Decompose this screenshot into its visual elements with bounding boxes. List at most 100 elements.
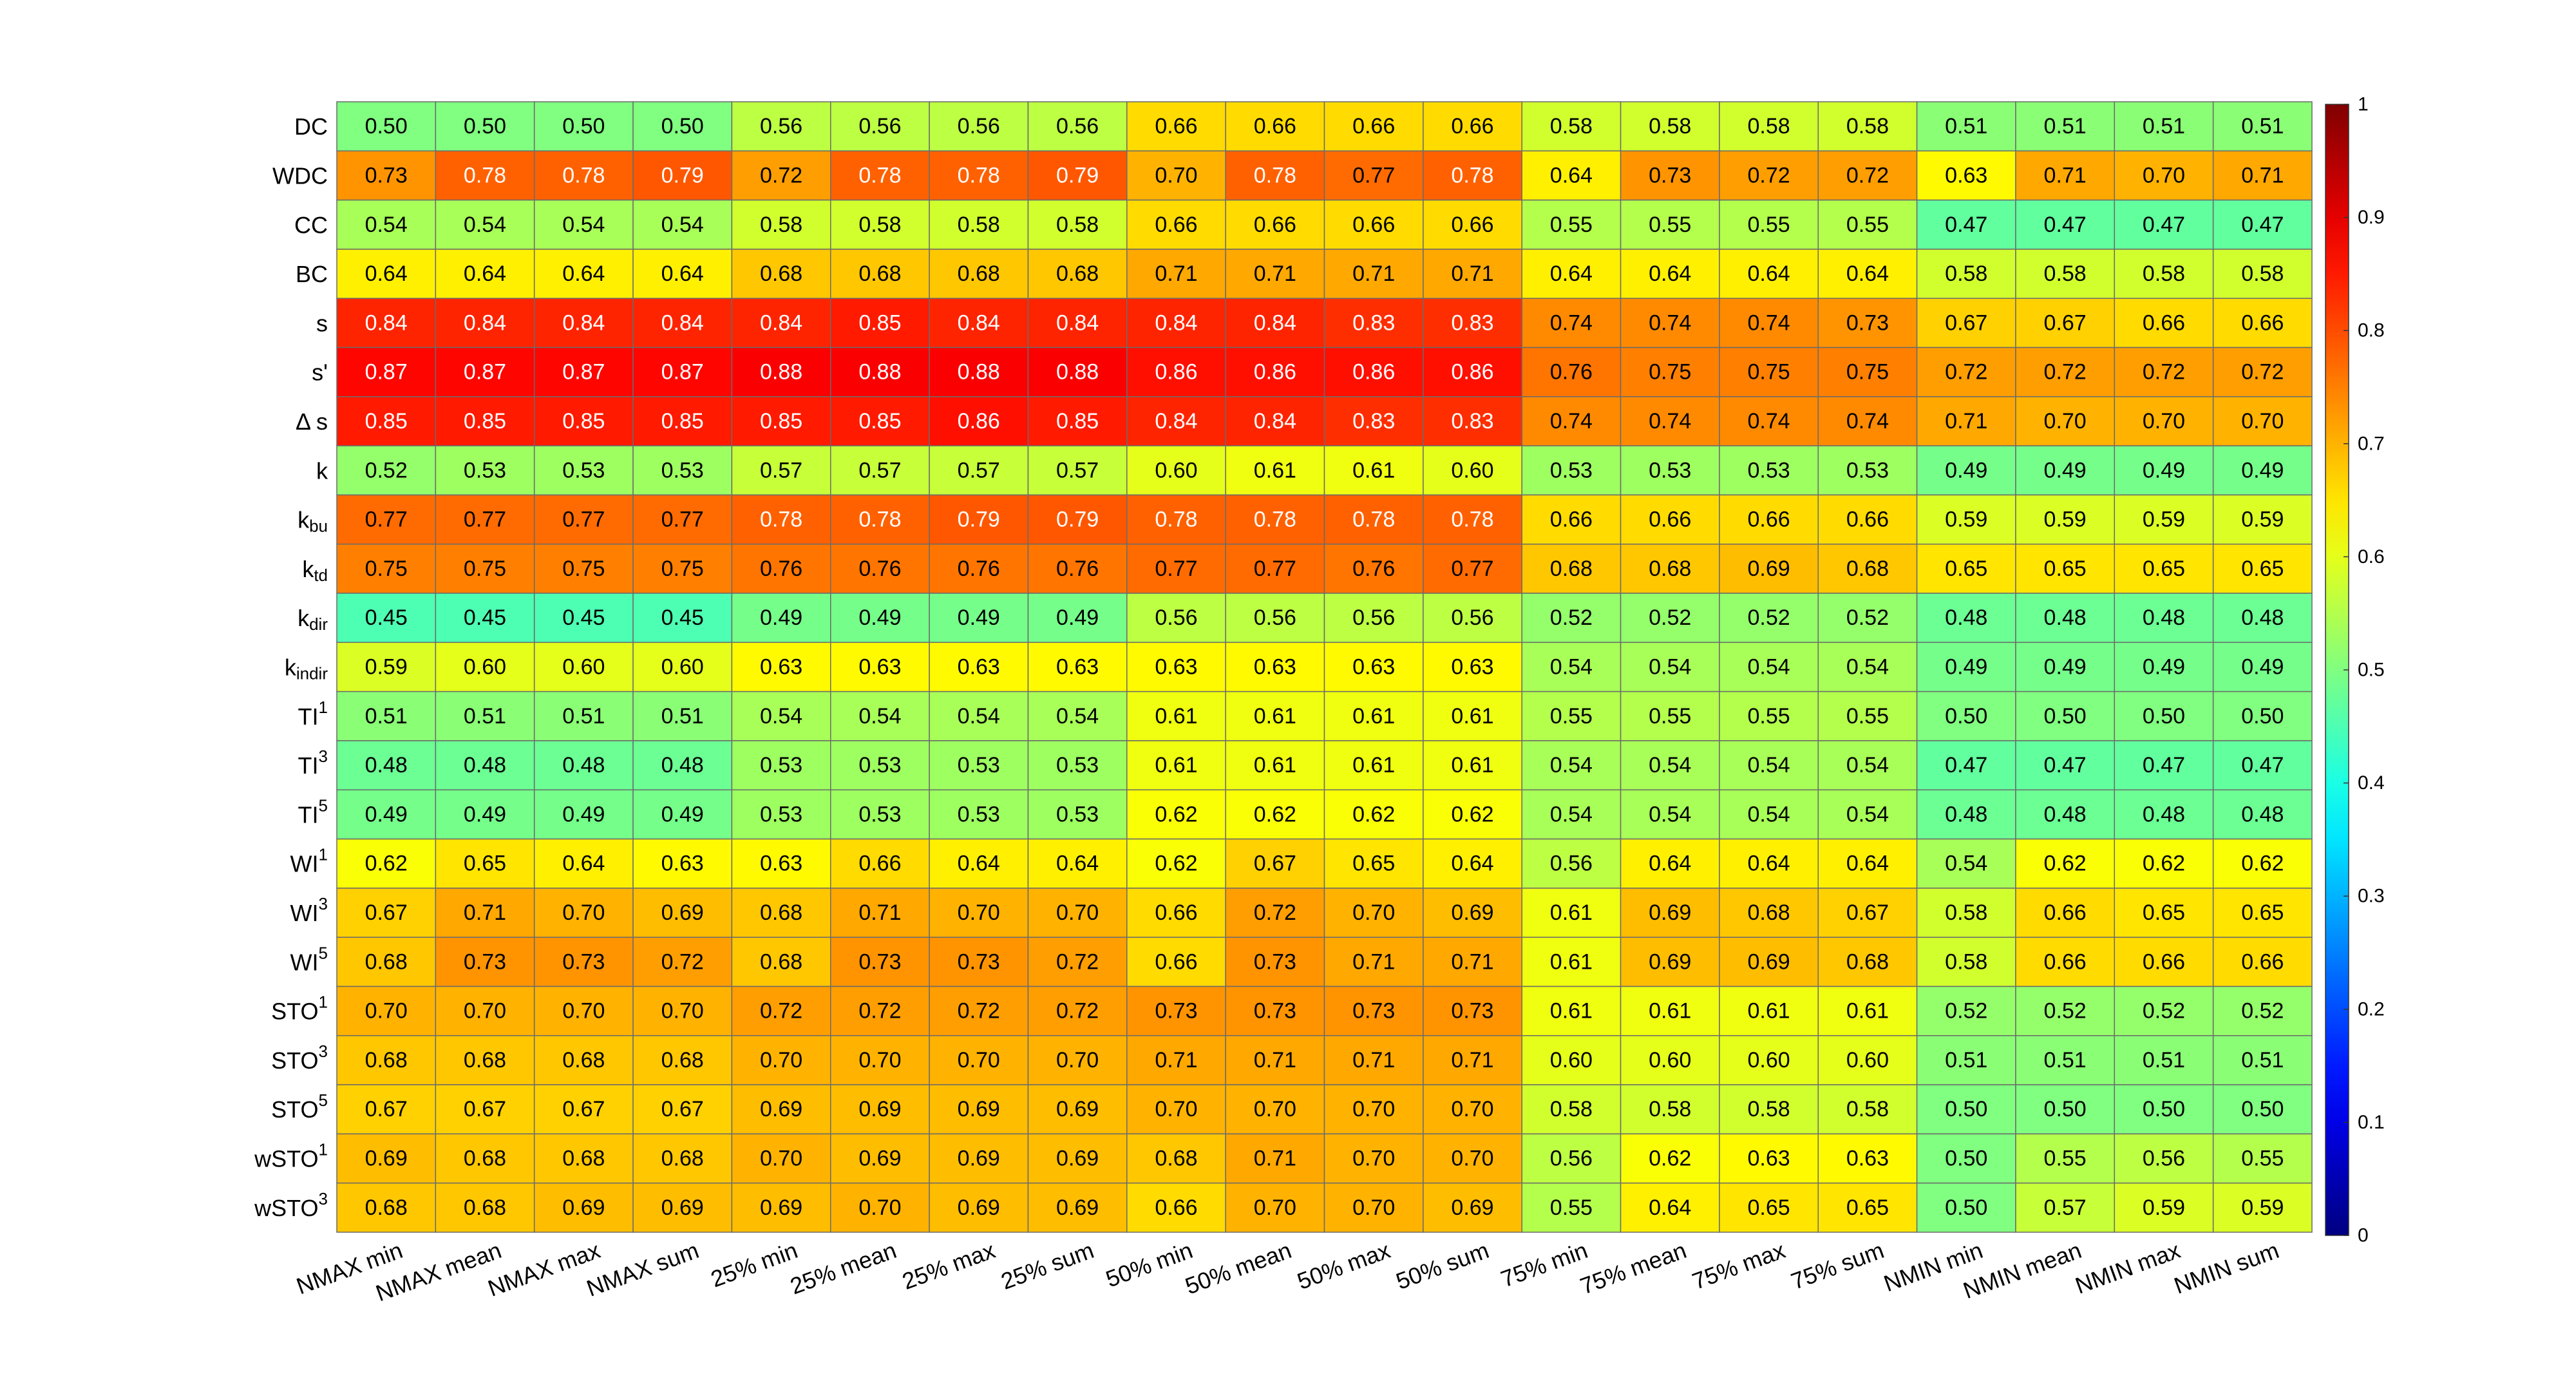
heatmap-cell xyxy=(1620,593,1720,643)
colorbar: 0 0.1 0.2 0.3 0.4 0.5 0.6 0.7 0.8 0.9 1 xyxy=(2325,94,2385,1246)
cell-value-label: 0.64 xyxy=(562,852,605,876)
heatmap-cell xyxy=(1719,1182,1819,1233)
cell-value-label: 0.65 xyxy=(2143,557,2185,581)
cell-value-label: 0.54 xyxy=(464,213,506,237)
heatmap-cell xyxy=(1126,593,1226,643)
cell-value-label: 0.85 xyxy=(858,310,901,335)
cell-value-label: 0.83 xyxy=(1352,310,1395,335)
cell-value-label: 0.77 xyxy=(464,508,506,532)
cell-value-label: 0.71 xyxy=(858,900,901,925)
heatmap-cell xyxy=(1126,888,1226,938)
heatmap-cell xyxy=(435,642,535,692)
heatmap-cell xyxy=(1225,1133,1325,1184)
cell-value-label: 0.58 xyxy=(1747,114,1790,138)
column-label: 75% sum xyxy=(1788,1237,1888,1295)
heatmap-cell xyxy=(1817,445,1918,496)
cell-value-label: 0.48 xyxy=(464,753,506,777)
cell-value-label: 0.84 xyxy=(562,310,605,335)
heatmap-cell xyxy=(533,1133,634,1184)
heatmap-cell xyxy=(2114,150,2214,201)
heatmap-cell xyxy=(929,642,1029,692)
heatmap-cell xyxy=(1719,1133,1819,1184)
heatmap-cell xyxy=(1423,445,1522,496)
heatmap-cell xyxy=(1817,789,1918,840)
cell-value-label: 0.72 xyxy=(958,999,1000,1024)
heatmap-cell xyxy=(2114,199,2214,250)
colorbar-tick-label: 0.3 xyxy=(2358,886,2385,907)
cell-value-label: 0.63 xyxy=(760,852,802,876)
heatmap-cell xyxy=(731,986,831,1036)
cell-value-label: 0.50 xyxy=(2044,704,2087,729)
cell-value-label: 0.54 xyxy=(858,704,901,729)
colorbar-tick-label: 0.6 xyxy=(2358,546,2385,567)
cell-value-label: 0.56 xyxy=(858,114,901,138)
cell-value-label: 0.72 xyxy=(1945,360,1987,385)
heatmap-cell xyxy=(2015,1133,2116,1184)
heatmap-cell xyxy=(1027,347,1128,397)
cell-value-label: 0.65 xyxy=(2044,557,2087,581)
heatmap-cell xyxy=(731,789,831,840)
heatmap-cell xyxy=(1916,101,2016,152)
row-label: WI3 xyxy=(290,894,328,926)
colorbar-tick-label: 0 xyxy=(2358,1225,2369,1246)
heatmap-cell xyxy=(533,445,634,496)
cell-value-label: 0.58 xyxy=(1846,1097,1889,1121)
cell-value-label: 0.67 xyxy=(562,1097,605,1121)
cell-value-label: 0.64 xyxy=(1747,262,1790,286)
heatmap-cell xyxy=(632,593,733,643)
cell-value-label: 0.66 xyxy=(1550,508,1593,532)
heatmap-cell xyxy=(435,494,535,545)
cell-value-label: 0.68 xyxy=(464,1048,506,1072)
heatmap-cell xyxy=(2015,1084,2116,1135)
heatmap-cell xyxy=(731,1035,831,1085)
heatmap-cell xyxy=(830,1133,930,1184)
cell-value-label: 0.68 xyxy=(760,949,802,974)
column-label: 50% sum xyxy=(1392,1237,1492,1295)
cell-value-label: 0.64 xyxy=(1550,163,1593,187)
heatmap-cell xyxy=(731,642,831,692)
cell-value-label: 0.66 xyxy=(2143,949,2185,974)
heatmap-cell xyxy=(1126,838,1226,889)
cell-value-label: 0.54 xyxy=(1649,753,1691,777)
heatmap-cell xyxy=(2212,1035,2313,1085)
heatmap-cell xyxy=(2015,101,2116,152)
heatmap-cell xyxy=(1027,445,1128,496)
cell-value-label: 0.50 xyxy=(562,114,605,138)
heatmap-cell xyxy=(1719,494,1819,545)
cell-value-label: 0.56 xyxy=(2143,1147,2185,1171)
heatmap-cell xyxy=(1323,593,1424,643)
cell-value-label: 0.69 xyxy=(958,1147,1000,1171)
heatmap-cell xyxy=(1225,593,1325,643)
heatmap-cell xyxy=(2114,1182,2214,1233)
row-label: Δ s xyxy=(296,408,328,434)
cell-value-label: 0.59 xyxy=(2241,508,2284,532)
colorbar-tick-label: 0.9 xyxy=(2358,207,2385,228)
colorbar-tick-label: 0.2 xyxy=(2358,998,2385,1020)
cell-value-label: 0.70 xyxy=(2241,409,2284,433)
cell-value-label: 0.54 xyxy=(1550,802,1593,826)
cell-value-label: 0.70 xyxy=(958,1048,1000,1072)
cell-value-label: 0.71 xyxy=(1352,949,1395,974)
cell-value-label: 0.56 xyxy=(958,114,1000,138)
cell-value-label: 0.53 xyxy=(661,458,704,482)
heatmap-cell xyxy=(731,1084,831,1135)
heatmap-cell xyxy=(830,740,930,791)
column-label: 75% mean xyxy=(1577,1237,1690,1299)
cell-value-label: 0.70 xyxy=(1254,1097,1296,1121)
heatmap-cell xyxy=(1126,1084,1226,1135)
cell-value-label: 0.85 xyxy=(760,409,802,433)
heatmap-cell xyxy=(1817,838,1918,889)
cell-value-label: 0.55 xyxy=(1550,704,1593,729)
heatmap-cell xyxy=(533,199,634,250)
heatmap-cell xyxy=(1916,1182,2016,1233)
cell-value-label: 0.51 xyxy=(661,704,704,729)
heatmap-cell xyxy=(435,150,535,201)
heatmap-cell xyxy=(731,937,831,987)
cell-value-label: 0.51 xyxy=(2241,114,2284,138)
cell-value-label: 0.87 xyxy=(365,360,408,385)
cell-value-label: 0.61 xyxy=(1649,999,1691,1024)
cell-value-label: 0.68 xyxy=(464,1147,506,1171)
cell-value-label: 0.52 xyxy=(1945,999,1987,1024)
heatmap-cell xyxy=(336,249,437,299)
heatmap-cell xyxy=(1225,888,1325,938)
